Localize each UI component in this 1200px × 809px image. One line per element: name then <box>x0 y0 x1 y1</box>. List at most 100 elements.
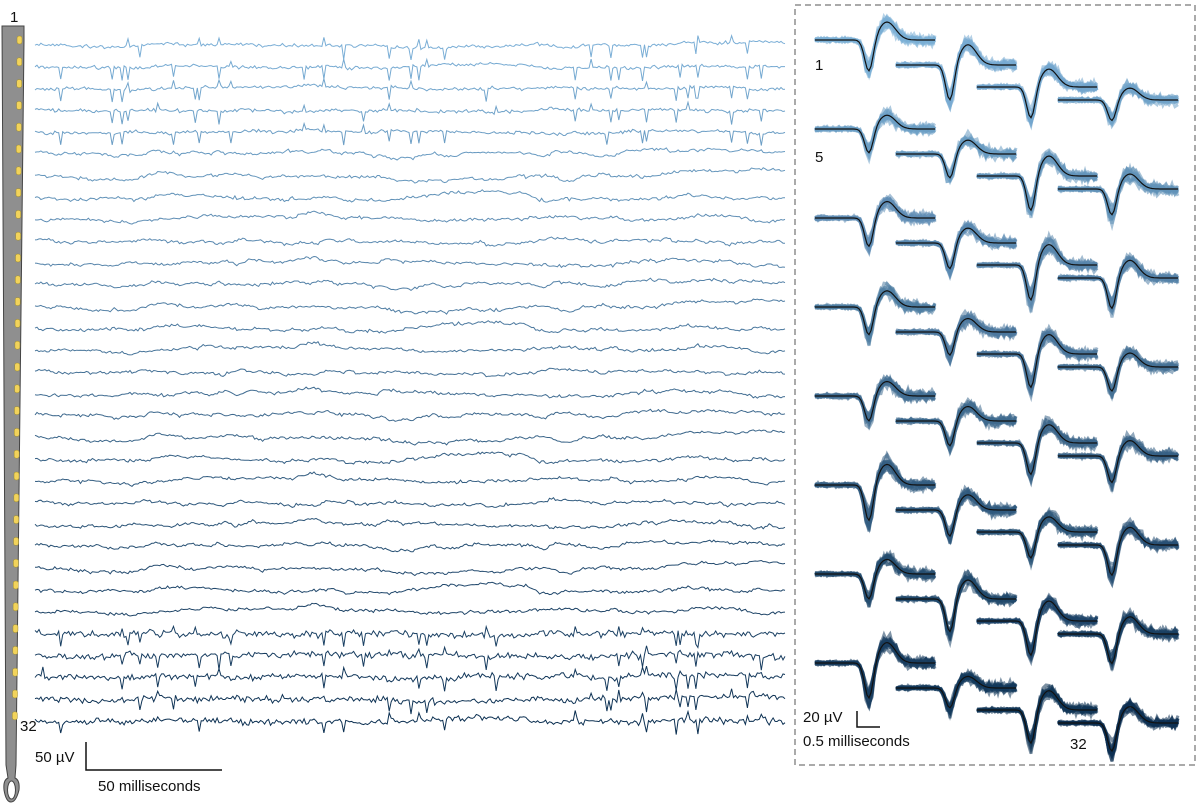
waveform-mean <box>896 579 1016 633</box>
waveform-mean <box>977 243 1097 302</box>
unit-waveform <box>976 415 1099 488</box>
probe-shank <box>1 25 25 803</box>
waveform-mean <box>896 139 1016 179</box>
unit-waveform <box>1057 77 1180 130</box>
probe-pad <box>16 57 23 67</box>
waveform-sample <box>814 285 936 345</box>
voltage-trace <box>34 386 786 399</box>
probe-pad <box>15 253 21 263</box>
voltage-trace <box>34 451 786 465</box>
waveforms <box>813 12 1180 762</box>
waveform-sample <box>814 113 936 155</box>
waveform-mean <box>977 424 1097 476</box>
waveform-mean <box>896 494 1016 538</box>
unit-waveform <box>895 668 1018 721</box>
unit-fifth-label: 5 <box>815 149 823 166</box>
unit-waveform <box>894 484 1018 546</box>
probe-pad <box>15 231 21 241</box>
probe-pad <box>16 144 22 154</box>
unit-waveform <box>975 148 1099 219</box>
voltage-trace <box>34 688 786 715</box>
unit-waveform <box>1056 516 1180 589</box>
unit-waveform <box>895 568 1018 649</box>
unit-waveform <box>894 128 1018 186</box>
probe-pad <box>15 210 22 219</box>
waveform-mean <box>1058 616 1178 665</box>
waveform-mean <box>977 155 1097 212</box>
waveform-mean <box>1058 352 1178 393</box>
probe-pad <box>14 362 20 372</box>
wave-time-label: 0.5 milliseconds <box>803 733 910 750</box>
probe-pad <box>16 101 22 110</box>
trace-scale-bar <box>85 742 222 771</box>
probe-pad <box>13 515 19 524</box>
voltage-trace <box>34 367 786 378</box>
unit-waveform <box>813 450 937 534</box>
waveform-mean <box>1058 87 1178 122</box>
probe-pad <box>12 689 18 699</box>
unit-waveform <box>976 323 1099 403</box>
unit-waveform <box>895 397 1018 457</box>
voltage-trace <box>34 471 786 488</box>
probe-bottom-label: 32 <box>20 718 37 735</box>
voltage-trace <box>34 121 786 146</box>
unit-waveform <box>1057 429 1180 494</box>
unit-waveform <box>813 373 937 431</box>
voltage-trace <box>34 429 786 446</box>
unit-waveform <box>814 630 937 712</box>
wave-voltage-label: 20 µV <box>803 709 843 726</box>
voltage-trace <box>34 539 786 553</box>
waveform-mean <box>1058 439 1178 484</box>
voltage-trace <box>34 624 786 649</box>
probe-pad <box>13 493 20 503</box>
waveform-mean <box>1058 706 1178 753</box>
unit-waveform <box>813 105 937 165</box>
waveform-panel <box>794 4 1196 766</box>
voltage-trace <box>34 189 786 203</box>
voltage-trace <box>34 255 786 269</box>
voltage-trace <box>34 100 786 125</box>
unit-waveform <box>976 683 1099 755</box>
waveform-mean <box>896 44 1016 101</box>
waveform-mean <box>815 21 935 72</box>
voltage-trace <box>34 340 786 356</box>
voltage-trace <box>34 57 785 81</box>
voltage-trace <box>34 559 786 577</box>
probe-pad <box>14 406 20 415</box>
probe-top-label: 1 <box>10 9 18 26</box>
time-scale-label: 50 milliseconds <box>98 778 201 795</box>
waveform-mean <box>896 227 1016 270</box>
probe-pad <box>14 319 21 328</box>
unit-waveform <box>895 34 1018 113</box>
unit-last-label: 32 <box>1070 736 1087 753</box>
probe-pad <box>12 667 18 677</box>
voltage-trace <box>34 408 786 422</box>
probe-pad <box>13 449 20 459</box>
waveform-mean <box>1058 526 1178 577</box>
voltage-trace <box>34 645 786 671</box>
probe-pad <box>13 471 20 481</box>
voltage-trace <box>34 602 786 617</box>
voltage-trace <box>34 33 786 60</box>
voltage-trace <box>34 277 786 292</box>
voltage-trace <box>34 496 786 508</box>
voltage-trace <box>34 167 786 184</box>
unit-waveform <box>1057 162 1180 232</box>
waveform-mean <box>1058 259 1178 310</box>
probe-pad <box>16 35 23 45</box>
unit-waveform <box>1056 345 1180 402</box>
probe-pad <box>13 580 19 590</box>
voltage-trace <box>34 236 786 247</box>
waveform-mean <box>977 68 1097 119</box>
probe-pad <box>15 166 22 176</box>
voltage-trace <box>34 210 786 225</box>
unit-waveform <box>975 230 1099 314</box>
probe-pad <box>13 558 19 568</box>
probe-pad <box>12 624 19 633</box>
waveform-mean <box>977 690 1097 745</box>
unit-waveform <box>975 60 1099 131</box>
unit-waveform <box>975 592 1099 667</box>
waveform-mean <box>896 317 1016 357</box>
